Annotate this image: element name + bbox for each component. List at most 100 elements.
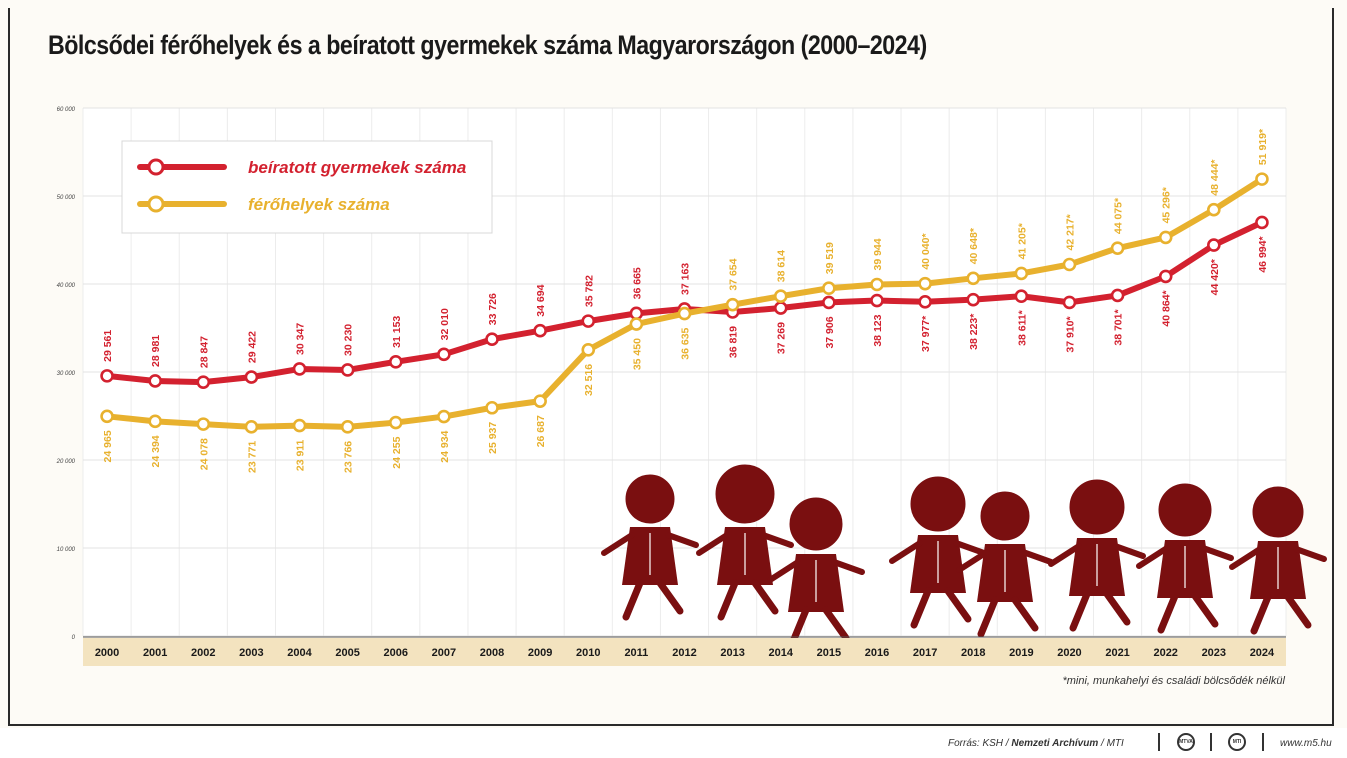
data-label: 24 965 bbox=[102, 430, 114, 462]
child-leg bbox=[910, 587, 932, 629]
child-arm bbox=[953, 540, 987, 556]
separator bbox=[1210, 733, 1212, 751]
data-label: 45 296* bbox=[1161, 186, 1173, 223]
x-tick-label: 2020 bbox=[1057, 647, 1081, 659]
child-arm bbox=[889, 540, 923, 564]
mtva-logo-icon: MTVA bbox=[1177, 733, 1195, 751]
data-point bbox=[196, 375, 211, 389]
data-label: 39 944 bbox=[872, 238, 884, 270]
x-tick-label: 2024 bbox=[1250, 647, 1275, 659]
x-tick-label: 2014 bbox=[768, 647, 793, 659]
data-point bbox=[244, 420, 259, 434]
series-enrolled: 29 561 28 981 28 847 29 422 30 347 30 230 31 1… bbox=[100, 215, 1269, 389]
separator bbox=[1262, 733, 1264, 751]
data-point bbox=[1110, 241, 1125, 255]
child-head bbox=[715, 464, 775, 524]
data-label: 38 123 bbox=[872, 314, 884, 346]
data-point bbox=[340, 363, 355, 377]
source-archive: Nemzeti Archívum bbox=[1011, 738, 1099, 749]
child-arm bbox=[1136, 545, 1170, 569]
child-arm bbox=[601, 532, 635, 556]
y-tick-label: 20 000 bbox=[56, 459, 76, 465]
legend-box bbox=[121, 140, 493, 234]
data-label: 23 771 bbox=[246, 441, 258, 473]
data-point bbox=[581, 343, 596, 357]
data-point bbox=[822, 281, 836, 296]
data-label: 37 910* bbox=[1064, 315, 1076, 352]
data-point bbox=[870, 277, 884, 292]
data-label: 23 911 bbox=[295, 439, 307, 471]
data-label: 48 444* bbox=[1209, 159, 1221, 196]
data-point bbox=[1110, 288, 1125, 303]
x-tick-label: 2019 bbox=[1009, 647, 1033, 659]
child-leg bbox=[1284, 593, 1312, 629]
x-axis: 2000 2001 2002 2003 2004 2005 2006 2007 2008 2009… bbox=[83, 636, 1286, 666]
mti-logo-icon: MTI bbox=[1228, 733, 1246, 751]
data-label: 36 665 bbox=[631, 267, 643, 299]
data-point bbox=[148, 374, 162, 388]
data-point bbox=[677, 306, 692, 321]
data-point bbox=[725, 297, 740, 312]
child-leg bbox=[944, 587, 972, 623]
y-tick-label: 10 000 bbox=[57, 547, 76, 553]
child-leg bbox=[717, 579, 739, 621]
child-leg bbox=[1069, 590, 1091, 632]
data-label: 30 230 bbox=[343, 324, 355, 356]
website-link[interactable]: www.m5.hu bbox=[1280, 738, 1332, 749]
footnote: *mini, munkahelyi és családi bölcsődék n… bbox=[1062, 675, 1285, 687]
data-label: 23 766 bbox=[343, 441, 355, 473]
data-label: 37 977* bbox=[920, 315, 932, 352]
data-point bbox=[437, 409, 451, 424]
data-label: 30 347 bbox=[295, 323, 307, 355]
data-point bbox=[388, 355, 403, 369]
series-places: 24 965 24 394 24 078 23 771 23 911 23 766 24 2… bbox=[100, 128, 1269, 473]
child-head bbox=[1158, 483, 1212, 537]
data-label: 29 561 bbox=[102, 330, 114, 362]
child-leg bbox=[977, 596, 999, 638]
x-tick-label: 2005 bbox=[335, 647, 359, 659]
data-point bbox=[196, 417, 211, 431]
child-leg bbox=[1011, 596, 1039, 632]
data-label: 39 519 bbox=[824, 242, 836, 274]
child-leg bbox=[656, 579, 684, 615]
child-leg bbox=[1157, 592, 1179, 634]
data-point bbox=[437, 347, 451, 362]
child-leg bbox=[751, 579, 779, 615]
child-figure bbox=[889, 476, 987, 629]
x-tick-label: 2015 bbox=[817, 647, 841, 659]
child-head bbox=[789, 497, 843, 551]
child-figure bbox=[956, 491, 1054, 638]
children-silhouettes bbox=[601, 464, 1327, 648]
data-label: 51 919* bbox=[1257, 128, 1269, 165]
line-chart: 0 10 000 20 000 30 000 40 000 50 000 60 000 29… bbox=[56, 107, 1327, 666]
child-head bbox=[910, 476, 966, 532]
data-point bbox=[966, 271, 981, 286]
x-tick-label: 2004 bbox=[287, 647, 312, 659]
child-head bbox=[625, 474, 675, 524]
data-point bbox=[918, 295, 932, 309]
data-point bbox=[485, 332, 499, 347]
data-point bbox=[100, 369, 114, 383]
legend-label: beíratott gyermekek száma bbox=[248, 158, 466, 177]
data-point bbox=[581, 314, 596, 328]
child-figure bbox=[1048, 479, 1146, 632]
data-label: 44 075* bbox=[1113, 197, 1125, 234]
child-arm bbox=[1048, 543, 1082, 567]
child-arm bbox=[760, 532, 794, 548]
data-label: 24 394 bbox=[150, 435, 162, 467]
legend-label: férőhelyek száma bbox=[248, 195, 390, 214]
data-point bbox=[918, 276, 932, 291]
child-arm bbox=[956, 549, 990, 573]
x-tick-label: 2006 bbox=[384, 647, 408, 659]
data-point bbox=[1255, 215, 1269, 230]
data-label: 26 687 bbox=[535, 415, 547, 447]
x-tick-label: 2009 bbox=[528, 647, 552, 659]
y-tick-label: 60 000 bbox=[57, 107, 76, 113]
data-point bbox=[1014, 266, 1029, 281]
child-arm bbox=[665, 532, 699, 548]
x-tick-label: 2012 bbox=[672, 647, 696, 659]
data-point bbox=[870, 293, 884, 308]
series-layer: 29 561 28 981 28 847 29 422 30 347 30 230 31 1… bbox=[100, 128, 1269, 473]
child-figure bbox=[696, 464, 794, 621]
child-leg bbox=[822, 606, 850, 642]
